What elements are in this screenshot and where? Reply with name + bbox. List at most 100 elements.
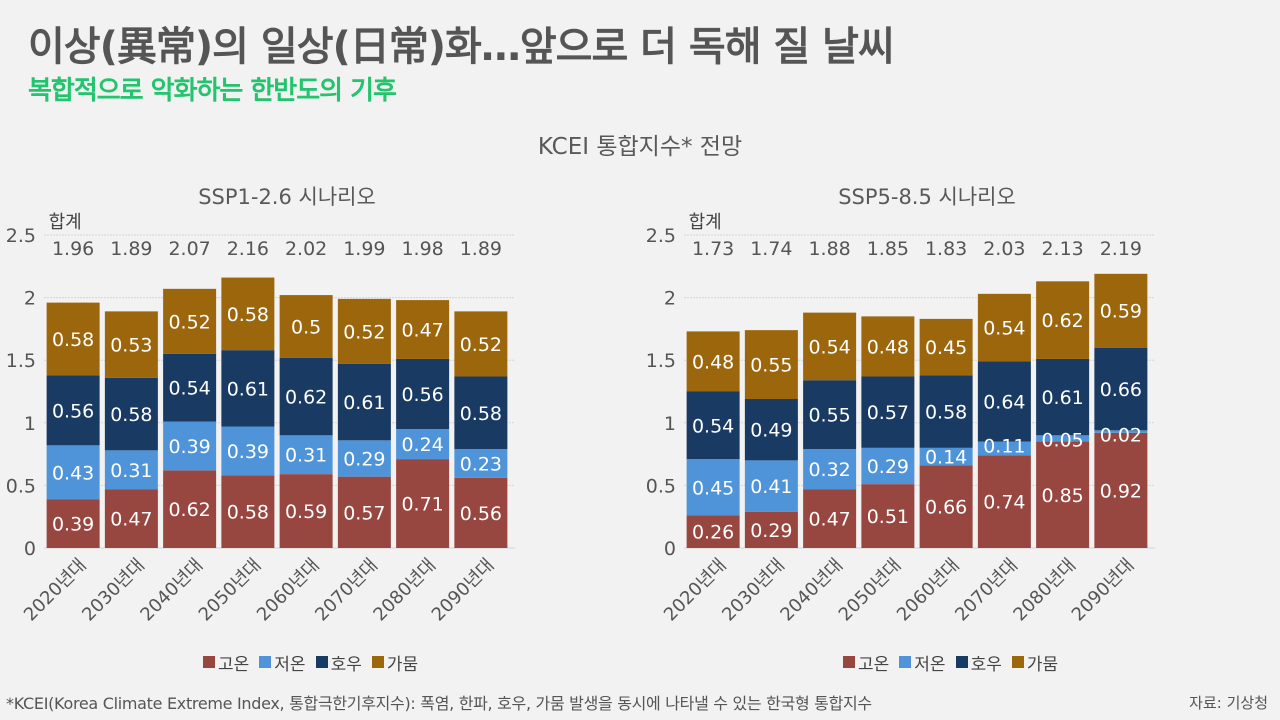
- bar-segment-고온: [919, 465, 973, 548]
- data-label: 0.52: [168, 311, 210, 333]
- bar-segment-저온: [1036, 435, 1090, 442]
- data-label: 0.57: [867, 402, 909, 424]
- legend-ssp1: 고온 저온 호우 가뭄: [203, 650, 418, 675]
- y-tick-label: 0.5: [6, 475, 36, 497]
- data-label: 0.59: [1100, 301, 1142, 323]
- bar-segment-저온: [803, 449, 857, 490]
- data-label: 0.41: [750, 476, 792, 498]
- data-label: 0.49: [750, 420, 792, 442]
- legend-label: 호우: [970, 654, 1002, 675]
- data-label: 0.61: [1041, 387, 1083, 409]
- data-label: 0.57: [343, 502, 385, 524]
- bar-segment-고온: [454, 477, 508, 548]
- data-label: 0.66: [1100, 379, 1142, 401]
- data-label: 0.02: [1100, 424, 1142, 446]
- chart-main-title: KCEI 통합지수* 전망: [537, 134, 743, 160]
- data-label: 0.58: [52, 329, 94, 351]
- bar-segment-호우: [46, 375, 100, 446]
- bar-segment-호우: [977, 361, 1031, 442]
- bar-segment-가뭄: [744, 330, 798, 400]
- total-value: 2.02: [285, 238, 327, 260]
- data-label: 0.39: [52, 514, 94, 536]
- x-tick-label: 2030년대: [718, 555, 789, 626]
- legend-swatch: [955, 656, 968, 668]
- legend-label: 저온: [914, 654, 946, 675]
- bar-segment-저온: [46, 445, 100, 500]
- data-label: 0.43: [52, 462, 94, 484]
- bar-segment-가뭄: [279, 295, 333, 358]
- data-label: 0.26: [692, 522, 734, 544]
- data-label: 0.66: [925, 497, 967, 519]
- bar-segment-호우: [337, 363, 391, 441]
- x-tick-label: 2080년대: [1009, 555, 1080, 626]
- bar-segment-호우: [163, 353, 217, 422]
- data-label: 0.59: [285, 501, 327, 523]
- data-label: 0.5: [291, 316, 321, 338]
- data-label: 0.58: [460, 403, 502, 425]
- x-tick-label: 2040년대: [776, 555, 847, 626]
- x-tick-label: 2070년대: [951, 555, 1022, 626]
- data-label: 0.48: [867, 336, 909, 358]
- total-label: 합계: [689, 212, 722, 233]
- bar-segment-고온: [46, 499, 100, 548]
- bar-segment-가뭄: [163, 288, 217, 354]
- bar-segment-가뭄: [221, 277, 275, 351]
- bar-segment-가뭄: [454, 311, 508, 377]
- y-tick-label: 2: [24, 288, 36, 310]
- bar-segment-고온: [803, 489, 857, 548]
- legend-swatch: [899, 656, 912, 668]
- x-tick-label: 2070년대: [311, 555, 382, 626]
- total-value: 1.89: [110, 238, 152, 260]
- data-label: 0.92: [1100, 480, 1142, 502]
- data-label: 0.64: [983, 392, 1025, 414]
- legend-swatch: [371, 656, 384, 668]
- data-label: 0.14: [925, 447, 967, 469]
- total-value: 2.13: [1041, 238, 1083, 260]
- data-label: 0.54: [168, 378, 210, 400]
- total-value: 2.03: [983, 238, 1025, 260]
- data-label: 0.62: [285, 387, 327, 409]
- data-label: 0.71: [401, 494, 443, 516]
- bar-segment-호우: [221, 350, 275, 427]
- data-label: 0.62: [168, 499, 210, 521]
- data-label: 0.55: [750, 355, 792, 377]
- data-label: 0.54: [983, 318, 1025, 340]
- bar-segment-저온: [1094, 430, 1148, 433]
- bar-segment-가뭄: [1036, 281, 1090, 359]
- total-value: 1.74: [750, 238, 792, 260]
- x-tick-label: 2090년대: [428, 555, 499, 626]
- bar-segment-고온: [861, 484, 915, 548]
- bar-segment-가뭄: [337, 298, 391, 364]
- total-value: 1.96: [52, 238, 94, 260]
- bar-segment-호우: [1094, 347, 1148, 431]
- data-label: 0.52: [460, 334, 502, 356]
- bar-segment-고온: [686, 515, 740, 548]
- x-tick-label: 2080년대: [369, 555, 440, 626]
- legend-item: 고온: [203, 650, 249, 675]
- bar-segment-저온: [686, 459, 740, 516]
- legend-item: 저온: [899, 650, 946, 675]
- bar-segment-고온: [104, 489, 158, 548]
- y-tick-label: 0.5: [646, 475, 676, 497]
- legend-swatch: [203, 656, 215, 668]
- legend-item: 호우: [315, 650, 362, 675]
- bar-segment-호우: [803, 380, 857, 450]
- bar-segment-저온: [454, 449, 508, 478]
- bar-segment-저온: [221, 426, 275, 476]
- data-label: 0.48: [692, 351, 734, 373]
- y-tick-label: 1: [24, 413, 36, 435]
- data-label: 0.85: [1041, 485, 1083, 507]
- legend-label: 고온: [858, 654, 890, 675]
- total-value: 1.85: [867, 238, 909, 260]
- data-label: 0.39: [227, 441, 269, 463]
- data-label: 0.53: [110, 335, 152, 357]
- y-tick-label: 2.5: [6, 225, 36, 247]
- data-label: 0.51: [867, 506, 909, 528]
- bar-segment-저온: [337, 440, 391, 477]
- x-tick-label: 2090년대: [1068, 555, 1139, 626]
- bar-segment-호우: [919, 375, 973, 448]
- total-value: 2.07: [168, 238, 210, 260]
- total-value: 2.16: [227, 238, 269, 260]
- bar-segment-가뭄: [46, 302, 100, 376]
- bar-segment-고온: [163, 470, 217, 548]
